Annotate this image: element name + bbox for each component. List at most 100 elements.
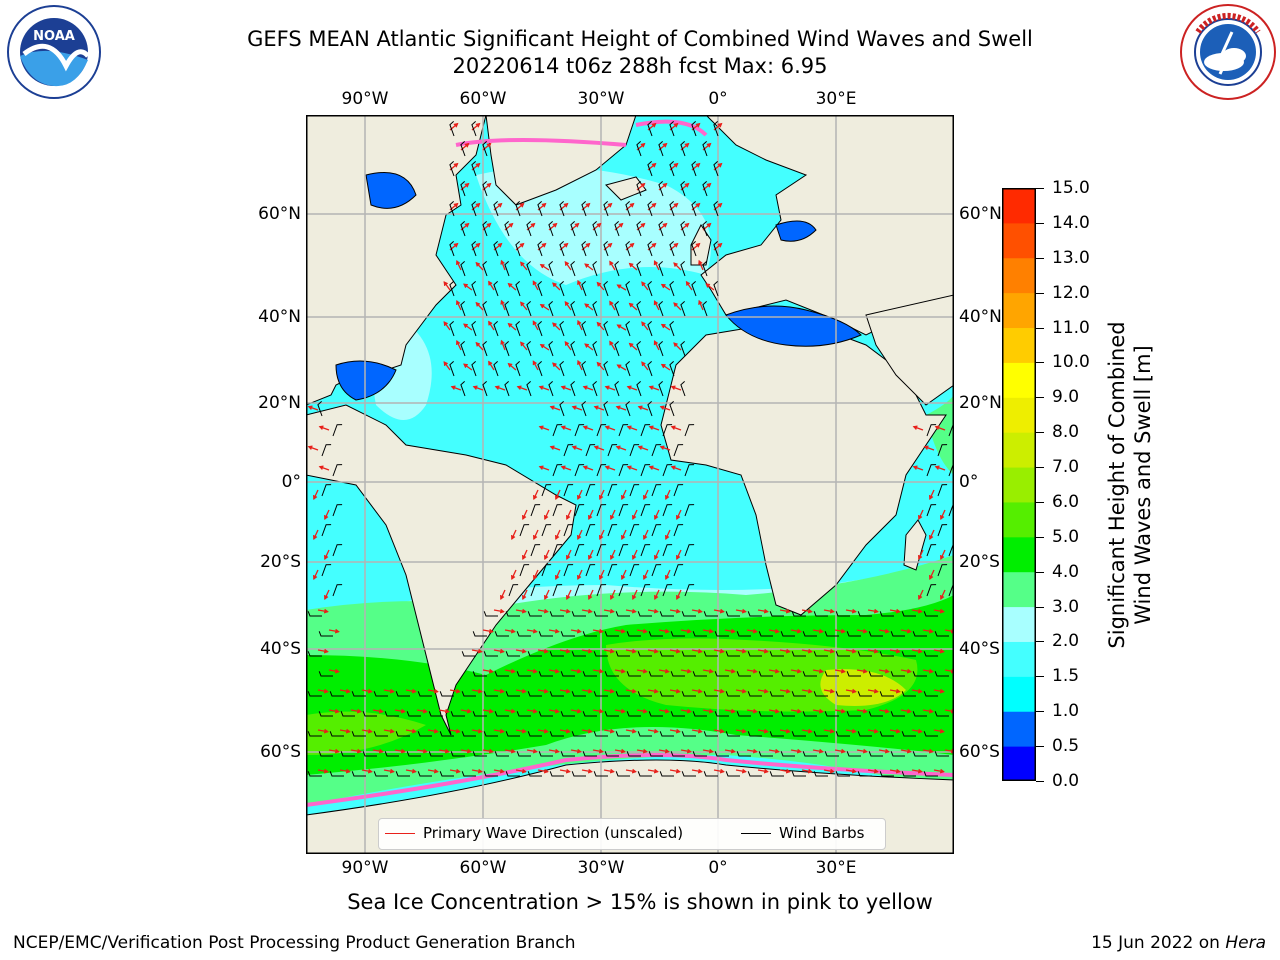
wave-direction-arrowhead [477, 688, 483, 694]
wind-barb [581, 321, 587, 337]
wave-direction-arrowhead [642, 748, 648, 754]
wind-barb [802, 711, 817, 717]
wave-direction-arrowhead [642, 628, 648, 634]
wave-direction-arrowhead [499, 608, 505, 614]
wave-direction-arrowhead [670, 425, 676, 430]
wind-barb [559, 201, 565, 217]
wind-barb [625, 241, 631, 257]
wave-direction-arrowhead [818, 748, 824, 754]
wave-direction-arrowhead [323, 688, 329, 694]
wind-barb [439, 731, 454, 737]
wave-direction-arrowhead [313, 535, 318, 541]
wind-barb [648, 671, 663, 677]
wave-direction-arrowhead [697, 768, 703, 774]
wave-direction-arrowhead [695, 202, 701, 208]
wind-barb [607, 524, 618, 537]
wave-direction-arrowhead [928, 668, 934, 674]
wave-direction-arrowhead [939, 648, 945, 654]
wave-direction-arrowhead [494, 385, 500, 390]
wave-direction-arrowhead [628, 342, 634, 348]
wind-barb [713, 281, 719, 297]
wave-direction-arrowhead [664, 668, 670, 674]
wind-barb [593, 651, 608, 657]
wave-direction-arrowhead [673, 342, 678, 347]
colorbar-tick-mark [1036, 501, 1044, 503]
colorbar-tick-mark [1036, 781, 1044, 782]
wave-direction-arrowhead [453, 202, 459, 208]
wind-barb [563, 484, 574, 497]
wave-direction-arrowhead [598, 708, 604, 714]
wind-barb [494, 671, 509, 677]
wind-barb [439, 691, 454, 697]
wave-direction-arrowhead [324, 515, 329, 521]
wind-barb [618, 424, 629, 437]
wind-barb [670, 671, 685, 677]
wind-barb [802, 671, 817, 677]
wave-direction-arrowhead [695, 242, 701, 248]
wind-barb [548, 221, 554, 237]
wind-barb [574, 464, 585, 477]
wind-barb [659, 691, 674, 697]
wave-direction-arrowhead [318, 425, 324, 430]
wave-direction-arrowhead [497, 202, 503, 208]
wave-direction-arrowhead [443, 281, 448, 286]
wave-direction-arrowhead [488, 360, 493, 366]
wind-barb [758, 671, 773, 677]
wave-direction-arrowhead [763, 768, 769, 774]
wave-direction-arrowhead [675, 688, 681, 694]
wind-barb [912, 711, 927, 717]
wave-direction-arrowhead [599, 535, 604, 541]
wave-direction-arrowhead [697, 608, 703, 614]
wave-direction-arrowhead [554, 708, 560, 714]
wind-barb [332, 504, 343, 517]
wind-barb [640, 544, 651, 557]
wind-barb [879, 651, 894, 657]
legend-label-barbs: Wind Barbs [779, 824, 865, 842]
wave-direction-arrowhead [604, 385, 610, 390]
wave-direction-arrowhead [829, 608, 835, 614]
wave-direction-arrowhead [939, 768, 945, 774]
wave-direction-arrowhead [433, 728, 439, 734]
wind-barb [563, 564, 574, 577]
wind-barb [702, 221, 708, 237]
wave-direction-arrowhead [673, 302, 678, 307]
lon-tick-top: 60°W [459, 89, 507, 109]
legend-line-barbs [741, 833, 771, 834]
wave-direction-arrowhead [609, 300, 614, 306]
wind-barb [548, 341, 554, 357]
wave-direction-arrowhead [676, 555, 681, 561]
wave-direction-arrowhead [552, 362, 557, 368]
wind-barb [681, 611, 696, 617]
wave-direction-arrowhead [686, 668, 692, 674]
generation-date: 15 Jun 2022 on Hera [1091, 933, 1266, 953]
wind-barb [449, 201, 455, 217]
wind-barb [714, 671, 729, 677]
wave-direction-arrowhead [706, 182, 712, 188]
wind-barb [680, 181, 686, 197]
wind-barb [494, 631, 509, 637]
wave-direction-arrowhead [532, 360, 537, 366]
lat-tick-left: 20°N [258, 393, 301, 413]
wave-direction-arrowhead [662, 182, 668, 188]
wind-barb [923, 771, 938, 777]
colorbar-swatch [1002, 397, 1036, 433]
wind-barb [901, 771, 916, 777]
wave-direction-arrowhead [684, 182, 690, 188]
wind-barb [640, 424, 651, 437]
colorbar-swatch [1002, 222, 1036, 259]
wind-barb [813, 731, 828, 737]
wave-direction-arrowhead [774, 708, 780, 714]
wind-barb [483, 731, 498, 737]
wave-direction-arrowhead [684, 222, 690, 228]
wave-direction-arrowhead [719, 768, 725, 774]
wind-barb [618, 544, 629, 557]
wind-barb [362, 751, 377, 757]
wave-direction-arrowhead [508, 222, 514, 228]
wave-direction-arrowhead [705, 283, 711, 288]
wave-direction-arrowhead [906, 668, 912, 674]
wind-barb [868, 671, 883, 677]
north-america [306, 115, 487, 406]
wind-barb [647, 161, 653, 177]
wave-direction-arrowhead [530, 222, 536, 228]
wave-direction-arrowhead [539, 303, 545, 309]
